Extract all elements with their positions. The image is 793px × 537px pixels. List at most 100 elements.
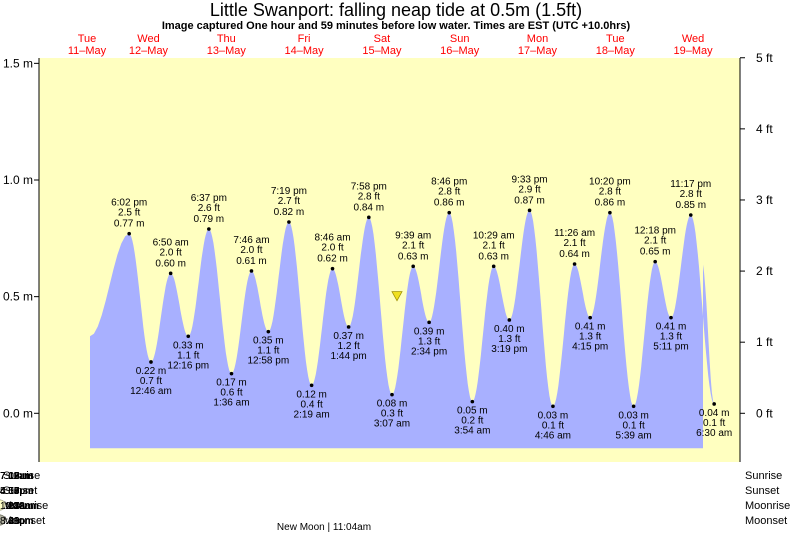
left-tick-label: 0.5 m (3, 290, 33, 304)
row-label-right: Sunset (745, 485, 779, 497)
tide-label: 1.3 ft (579, 332, 601, 343)
tide-extreme-dot (527, 208, 532, 213)
tide-extreme-dot (207, 227, 211, 231)
tide-label: 0.2 ft (461, 416, 483, 427)
tide-label: 0.3 ft (381, 409, 403, 420)
tide-label: 0.63 m (398, 251, 429, 262)
sunrise-time: 7:10am (0, 471, 33, 482)
day-date: 12–May (129, 45, 169, 57)
tide-label: 0.62 m (317, 254, 348, 265)
day-name: Tue (78, 33, 97, 45)
day-date: 19–May (674, 45, 714, 57)
day-name: Fri (298, 33, 311, 45)
moonset-icon (0, 514, 6, 526)
tide-label: 0.63 m (478, 251, 509, 262)
current-level-marker (391, 291, 403, 302)
tide-extreme-dot (249, 269, 254, 273)
tide-extreme-dot (127, 231, 131, 236)
tide-label: 2.1 ft (483, 240, 505, 251)
day-name: Tue (606, 33, 625, 45)
sunset-time: 4:58pm (0, 486, 33, 497)
right-tick-label: 1 ft (756, 335, 773, 349)
tide-label: 0.37 m (333, 331, 364, 342)
tide-label: 0.17 m (216, 378, 247, 389)
moonset-time: 8:46pm (0, 516, 33, 527)
tide-extreme-dot (551, 404, 555, 409)
tide-label: 1.1 ft (257, 346, 279, 357)
tide-label: 2.1 ft (563, 238, 585, 249)
tide-label: 0.86 m (595, 198, 626, 209)
tide-label: 0.22 m (136, 366, 167, 377)
sunrise-time: 7:08am (0, 471, 33, 482)
tide-label: 8:46 am (314, 233, 350, 244)
sunrise-time: 7:12am (0, 471, 33, 482)
tide-label: 0.39 m (414, 326, 445, 337)
left-tick-label: 1.0 m (3, 173, 33, 187)
right-tick-label: 2 ft (756, 264, 773, 278)
tide-label: 0.35 m (253, 336, 284, 347)
moonset-time: 4:01pm (0, 516, 33, 527)
right-tick-label: 5 ft (756, 51, 773, 65)
moonset-time: 4:40pm (0, 516, 33, 527)
tide-label: 0.1 ft (622, 420, 644, 431)
tide-label: 2.9 ft (518, 184, 540, 195)
tide-label: 5:11 pm (653, 342, 688, 353)
tide-label: 6:02 pm (111, 198, 147, 209)
tide-extreme-dot (507, 318, 512, 322)
chart-subtitle: Image captured One hour and 59 minutes b… (162, 20, 631, 32)
tide-extreme-dot (572, 262, 577, 266)
chart-header: Little Swanport: falling neap tide at 0.… (162, 0, 631, 32)
tide-label: 0.77 m (114, 219, 145, 230)
tide-label: 6:37 pm (191, 193, 227, 204)
sunrise-time: 7:09am (0, 471, 33, 482)
day-name: Sat (374, 33, 391, 45)
tide-extreme-dot (229, 371, 234, 376)
tide-extreme-dot (367, 215, 371, 220)
tide-extreme-dot (669, 315, 673, 320)
moonrise-icon (0, 499, 6, 511)
tide-label: 2.1 ft (644, 236, 666, 247)
tide-extreme-dot (346, 325, 351, 329)
sunrise-time: 7:07am (0, 471, 33, 482)
sunset-time: 4:54pm (0, 486, 33, 497)
tide-label: 0.03 m (538, 410, 569, 421)
tide-extreme-dot (588, 315, 592, 320)
tide-label: 8:46 pm (431, 177, 467, 188)
tide-label: 3:19 pm (491, 344, 527, 355)
day-name: Wed (137, 33, 159, 45)
tide-label: 1:44 pm (331, 351, 367, 362)
tide-label: 10:20 pm (589, 177, 631, 188)
moonrise-time: 9:27am (0, 501, 33, 512)
row-label-right: Sunrise (745, 470, 782, 482)
moonset-time: 5:28pm (0, 516, 33, 527)
tide-label: 6:50 am (153, 237, 189, 248)
row-label-right: Moonset (745, 515, 787, 527)
tide-label: 2.0 ft (240, 245, 262, 256)
sunset-time: 4:55pm (0, 486, 33, 497)
tide-label: 1.3 ft (660, 332, 682, 343)
day-labels: Tue11–MayWed12–MayThu13–MayFri14–MaySat1… (68, 33, 713, 57)
moonrise-time: 6:08am (0, 501, 33, 512)
tide-water-area (90, 210, 715, 449)
tide-label: 12:18 pm (634, 226, 676, 237)
tide-extreme-dot (653, 259, 657, 264)
tide-label: 2.0 ft (321, 243, 343, 254)
tide-extreme-dot (491, 264, 496, 269)
day-name: Wed (682, 33, 704, 45)
tide-label: 12:16 pm (167, 360, 209, 371)
sun-moon-rows: Sunrise Sunrise Sunset Sunset Moonrise Moonri… (0, 470, 790, 527)
day-date: 11–May (68, 45, 107, 57)
tide-extreme-dot (631, 404, 636, 409)
tide-label: 6:30 am (696, 428, 732, 439)
right-tick-label: 3 ft (756, 193, 773, 207)
moonrise-time: 10:22am (0, 501, 39, 512)
tide-label: 0.65 m (640, 247, 671, 258)
chart-title: Little Swanport: falling neap tide at 0.… (210, 0, 582, 20)
tide-label: 0.03 m (618, 410, 649, 421)
moonrise-time: 5:01am (0, 501, 33, 512)
tide-label: 1.3 ft (498, 334, 520, 345)
tide-label: 7:19 pm (271, 186, 307, 197)
day-date: 13–May (207, 45, 247, 57)
tide-label: 2.5 ft (118, 208, 140, 219)
